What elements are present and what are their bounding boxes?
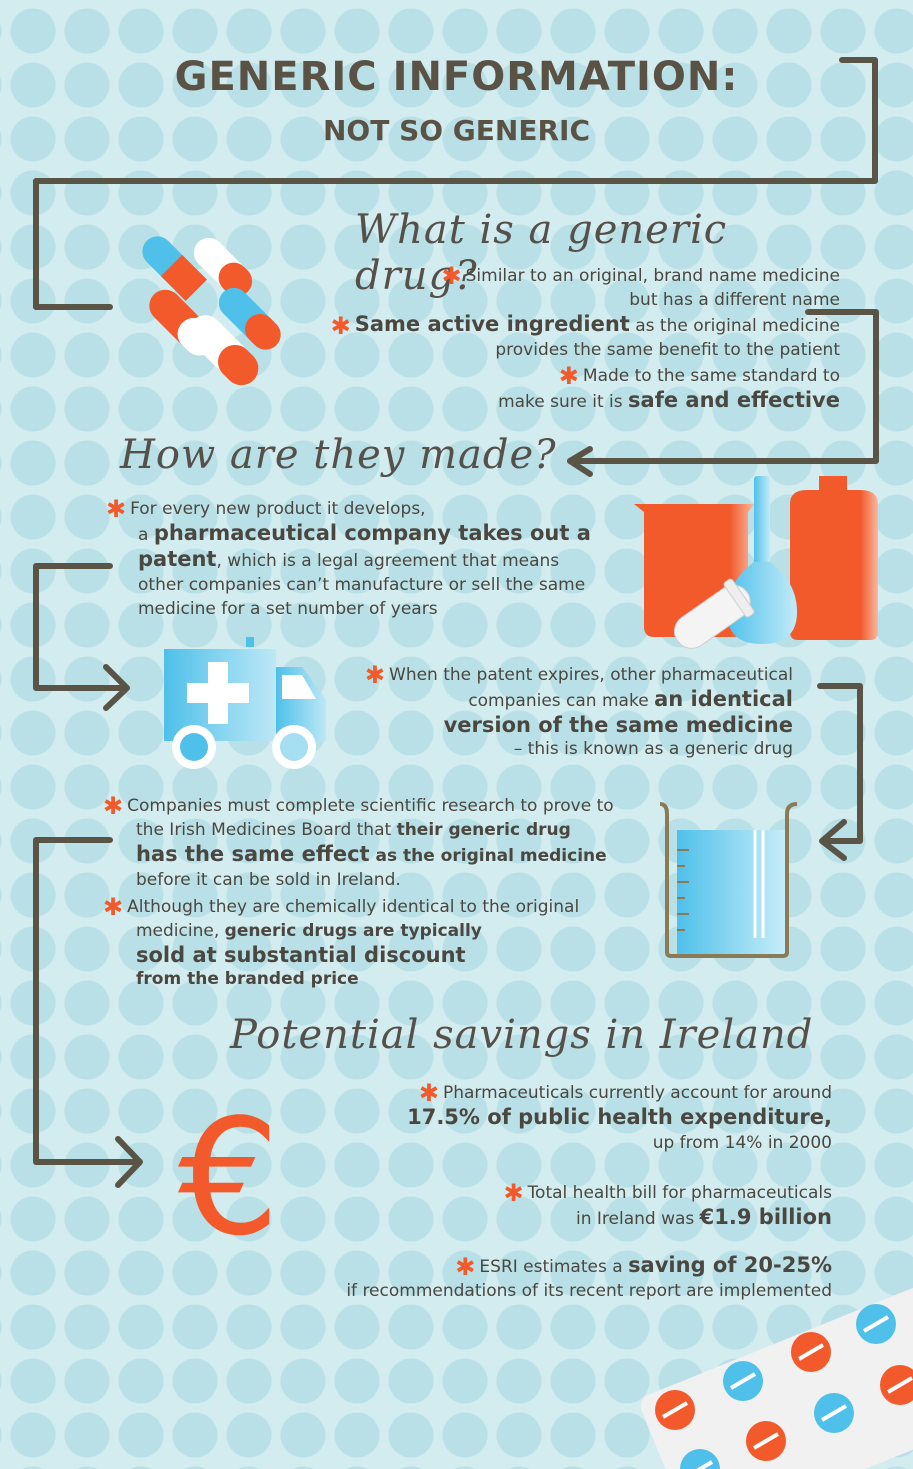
asterisk-icon: ✱ <box>455 1253 476 1281</box>
s1-bullet-3: ✱ Made to the same standard to make sure … <box>498 362 840 412</box>
s3-bullet-1: ✱ Pharmaceuticals currently account for a… <box>407 1079 832 1153</box>
asterisk-icon: ✱ <box>503 1179 524 1207</box>
euro-icon: € <box>178 1084 280 1271</box>
asterisk-icon: ✱ <box>103 792 124 820</box>
s3-bullet-2: ✱ Total health bill for pharmaceuticals i… <box>503 1179 832 1229</box>
s1-bullet-1: ✱ Similar to an original, brand name medi… <box>441 262 840 310</box>
subtitle: NOT SO GENERIC <box>323 114 590 147</box>
asterisk-icon: ✱ <box>364 661 386 689</box>
asterisk-icon: ✱ <box>106 495 127 523</box>
beaker-illustration <box>659 802 798 958</box>
section-heading-savings: Potential savings in Ireland <box>230 1012 814 1058</box>
s2-bullet-4: ✱ Although they are chemically identical … <box>103 893 580 989</box>
ambulance-illustration <box>164 637 326 769</box>
s2-bullet-2: ✱ When the patent expires, other pharmace… <box>364 661 793 759</box>
asterisk-icon: ✱ <box>418 1079 439 1107</box>
pill-blister-illustration <box>640 1279 913 1469</box>
asterisk-icon: ✱ <box>330 312 351 340</box>
asterisk-icon: ✱ <box>103 893 124 921</box>
main-title: GENERIC INFORMATION: <box>174 54 739 100</box>
s1-bullet-2: ✱ Same active ingredient as the original … <box>330 312 840 360</box>
asterisk-icon: ✱ <box>441 262 462 290</box>
lab-equipment-illustration <box>634 476 878 649</box>
capsules-illustration <box>142 236 281 386</box>
s3-bullet-3: ✱ ESRI estimates a saving of 20-25% if re… <box>346 1253 832 1301</box>
section-heading-how: How are they made? <box>120 432 557 478</box>
asterisk-icon: ✱ <box>558 362 579 390</box>
s2-bullet-3: ✱ Companies must complete scientific rese… <box>103 792 614 890</box>
section-heading-what: What is a generic drug? <box>355 207 728 299</box>
s2-bullet-1: ✱ For every new product it develops, a ph… <box>106 495 591 619</box>
